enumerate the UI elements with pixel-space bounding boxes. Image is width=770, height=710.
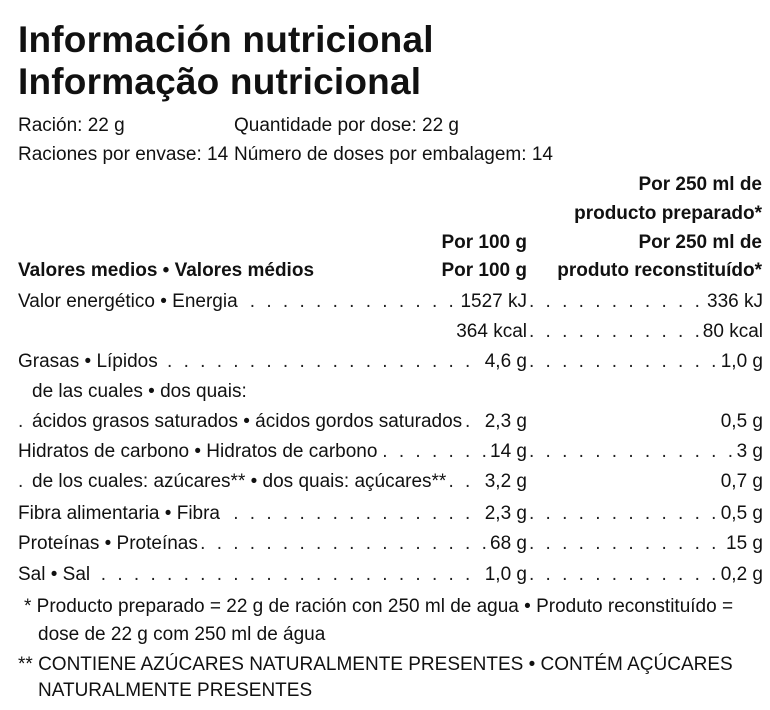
- table-row: . . . . . . . . . . . . . . . . . . . . …: [18, 348, 763, 376]
- nutrient-label: Fibra alimentaria • Fibra: [18, 500, 222, 528]
- value-per-250ml: 0,7 g: [716, 468, 763, 496]
- serving-size-pt: Quantidade por dose: 22 g: [234, 115, 460, 136]
- table-row: . . . . . . . . . . . . . . . . . . . . …: [18, 530, 763, 558]
- nutrient-label: de las cuales • dos quais:: [32, 378, 249, 406]
- value-per-100g: 3,2 g: [480, 468, 527, 496]
- value-per-250ml: 3 g: [732, 438, 763, 466]
- header-values-label: Valores medios • Valores médios: [18, 260, 315, 281]
- footnote-prepared-line1: * Producto preparado = 22 g de ración co…: [24, 596, 734, 617]
- leader-dots: . . . . . . . . . . . . . . . . . . . . …: [529, 503, 763, 524]
- header-prepared-es-line1: Por 250 ml de: [638, 174, 762, 195]
- title-portuguese: Informação nutricional: [18, 61, 422, 102]
- leader-dots: . . . . . . . . . . . . . . . . . . . . …: [529, 441, 763, 462]
- leader-dots: . . . . . . . . . . . . . . . . . . . . …: [529, 351, 763, 372]
- footnote-sugars-line1: ** CONTIENE AZÚCARES NATURALMENTE PRESEN…: [18, 654, 733, 675]
- value-per-250ml: 0,5 g: [716, 408, 763, 436]
- nutrient-label: de los cuales: azúcares** • dos quais: a…: [32, 468, 449, 496]
- nutrient-label: ácidos grasos saturados • ácidos gordos …: [32, 408, 465, 436]
- table-row: . . . . . . . . . . . . . . . . . . . . …: [18, 561, 763, 589]
- header-prepared-pt-line2: produto reconstituído*: [557, 260, 762, 281]
- nutrient-label: Valor energético • Energia: [18, 288, 240, 316]
- leader-dots: . . . . . . . . . . . . . . . . . . . . …: [529, 533, 763, 554]
- footnote-prepared-line2: dose de 22 g com 250 ml de água: [38, 624, 326, 645]
- header-per100-pt: Por 100 g: [441, 260, 527, 281]
- title-spanish: Información nutricional: [18, 19, 434, 60]
- value-per-250ml: 0,2 g: [716, 561, 763, 589]
- value-per-100g: 1,0 g: [480, 561, 527, 589]
- value-per-100g: 4,6 g: [480, 348, 527, 376]
- servings-per-pack-pt: Número de doses por embalagem: 14: [234, 144, 553, 165]
- leader-dots: . . . . . . . . . . . . . . . . . . . . …: [529, 564, 763, 585]
- table-row: . . . . . . . . . . . . . . . . . . . . …: [18, 500, 763, 528]
- value-per-100g: 364 kcal: [452, 318, 527, 346]
- servings-per-pack-es: Raciones por envase: 14: [18, 144, 229, 165]
- table-row: de las cuales • dos quais:: [18, 378, 763, 406]
- header-prepared-pt-line1: Por 250 ml de: [638, 232, 762, 253]
- header-per100-es: Por 100 g: [441, 232, 527, 253]
- nutrient-label: Proteínas • Proteínas: [18, 530, 200, 558]
- value-per-250ml: 0,5 g: [716, 500, 763, 528]
- value-per-100g: 2,3 g: [480, 500, 527, 528]
- serving-size-es: Ración: 22 g: [18, 115, 125, 136]
- footnote-sugars-line2: NATURALMENTE PRESENTES: [38, 680, 313, 701]
- nutrient-label: Sal • Sal: [18, 561, 93, 589]
- value-per-250ml: 80 kcal: [698, 318, 763, 346]
- value-per-250ml: 1,0 g: [716, 348, 763, 376]
- value-per-100g: 1527 kJ: [456, 288, 527, 316]
- nutrient-label: Grasas • Lípidos: [18, 348, 160, 376]
- value-per-100g: 14 g: [486, 438, 527, 466]
- table-row: . . . . . . . . . . . . . . . . . . . . …: [18, 318, 763, 346]
- value-per-250ml: 336 kJ: [703, 288, 763, 316]
- leader-dots: . . . . . . . . . . . . . . . . . . . . …: [18, 564, 527, 585]
- value-per-100g: 2,3 g: [480, 408, 527, 436]
- table-row: . . . . . . . . . . . . . . . . . . . . …: [18, 438, 763, 466]
- value-per-100g: 68 g: [486, 530, 527, 558]
- table-row: . . . . . . . . . . . . . . . . . . . . …: [18, 288, 763, 316]
- value-per-250ml: 15 g: [722, 530, 763, 558]
- table-row: . . . . . . . . . . . . . . . . . . . . …: [18, 408, 763, 436]
- table-row: . . . . . . . . . . . . . . . . . . . . …: [18, 468, 763, 496]
- nutrient-label: Hidratos de carbono • Hidratos de carbon…: [18, 438, 380, 466]
- header-prepared-es-line2: producto preparado*: [574, 203, 762, 224]
